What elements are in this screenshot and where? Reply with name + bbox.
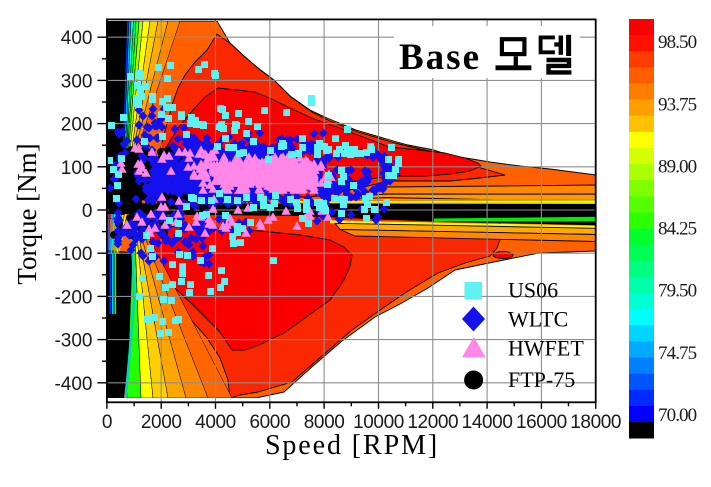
svg-text:93.75: 93.75: [658, 94, 697, 115]
svg-text:2000: 2000: [141, 412, 182, 433]
svg-text:HWFET: HWFET: [508, 335, 584, 360]
svg-text:18000: 18000: [570, 412, 621, 433]
svg-text:-400: -400: [54, 374, 92, 395]
svg-text:79.50: 79.50: [658, 281, 697, 302]
svg-text:300: 300: [61, 71, 93, 92]
svg-text:0: 0: [102, 412, 112, 433]
svg-text:4000: 4000: [195, 412, 236, 433]
svg-text:10000: 10000: [353, 412, 404, 433]
svg-text:FTP-75: FTP-75: [508, 367, 575, 392]
svg-text:74.75: 74.75: [658, 343, 697, 364]
svg-text:Speed [RPM]: Speed [RPM]: [265, 430, 439, 461]
svg-text:0: 0: [82, 201, 93, 222]
svg-text:US06: US06: [508, 278, 558, 303]
svg-text:-300: -300: [54, 331, 92, 352]
svg-text:89.00: 89.00: [658, 157, 697, 178]
svg-text:70.00: 70.00: [658, 405, 697, 426]
svg-text:6000: 6000: [249, 412, 290, 433]
svg-text:14000: 14000: [462, 412, 513, 433]
svg-text:-200: -200: [54, 287, 92, 308]
svg-text:84.25: 84.25: [658, 219, 697, 240]
svg-text:Torque [Nm]: Torque [Nm]: [12, 143, 42, 284]
svg-text:98.50: 98.50: [658, 32, 697, 53]
svg-text:16000: 16000: [516, 412, 567, 433]
svg-text:8000: 8000: [304, 412, 345, 433]
svg-text:100: 100: [61, 158, 93, 179]
svg-text:12000: 12000: [407, 412, 458, 433]
svg-text:Base: Base: [399, 37, 481, 78]
svg-text:200: 200: [61, 115, 93, 136]
svg-text:WLTC: WLTC: [508, 306, 568, 331]
svg-text:-100: -100: [54, 244, 92, 265]
svg-text:400: 400: [61, 28, 93, 49]
